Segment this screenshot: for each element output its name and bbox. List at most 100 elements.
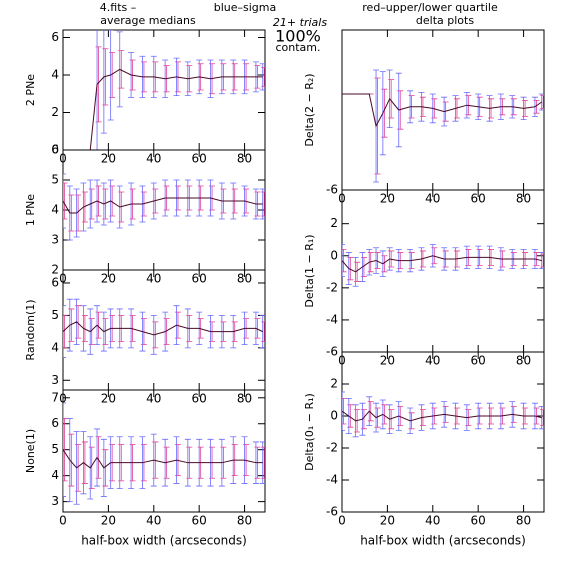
y-tick-label: 3 (51, 373, 59, 387)
y-tick-label: 0 (330, 248, 338, 262)
x-tick-label: 60 (192, 392, 207, 406)
x-tick-label: 20 (380, 514, 395, 528)
y-tick-label: 0 (51, 143, 59, 157)
median-line (63, 68, 263, 150)
quartile-error-bar (533, 100, 540, 114)
quartile-error-bar (360, 409, 367, 430)
y-tick-label: -6 (326, 345, 338, 359)
quartile-error-bar (261, 446, 265, 479)
quartile-error-bar (75, 444, 82, 492)
right-title: delta plots (416, 14, 474, 27)
plot-area (342, 69, 544, 183)
quartile-error-bar (354, 261, 361, 282)
quartile-error-bar (68, 308, 75, 342)
y-tick-label: 2 (330, 216, 338, 230)
quartile-error-bar (95, 185, 102, 217)
quartile-error-bar (261, 67, 265, 87)
quartile-error-bar (68, 433, 75, 487)
y-axis-label: Delta(2 − R₂) (303, 73, 316, 146)
y-tick-label: 0 (330, 409, 338, 423)
x-tick-label: 40 (425, 514, 440, 528)
quartile-error-bar (254, 318, 261, 339)
quartile-error-bar (374, 407, 381, 428)
x-tick-label: 40 (146, 392, 161, 406)
x-tick-label: 80 (516, 192, 531, 206)
plot-area (63, 173, 265, 241)
y-tick-label: -6 (326, 505, 338, 519)
x-tick-label: 40 (425, 192, 440, 206)
sigma-error-bar (342, 391, 345, 431)
x-tick-label: 60 (192, 272, 207, 286)
left-title: average medians (100, 14, 196, 27)
y-tick-label: 5 (51, 173, 59, 187)
x-tick-label: 0 (59, 514, 67, 528)
y-axis-label: None(1) (24, 429, 37, 473)
median-line (63, 321, 263, 336)
quartile-error-bar (109, 185, 116, 217)
contam-value: 100% (275, 27, 321, 46)
x-tick-label: 80 (516, 354, 531, 368)
y-tick-label: 7 (51, 390, 59, 404)
quartile-error-bar (261, 191, 265, 217)
panel: 0 20 40 60 80 3 4 5 6 7 None(1) half-box width (arc… (24, 389, 266, 548)
quartile-error-bar (540, 253, 544, 268)
quartile-error-bar (388, 79, 395, 119)
y-axis-label: 1 PNe (24, 194, 37, 226)
y-axis-label: 2 PNe (24, 74, 37, 106)
x-tick-label: 80 (237, 152, 252, 166)
contam-label: contam. (275, 41, 320, 54)
x-tick-label: 40 (146, 272, 161, 286)
panel: 0 20 40 60 80 2 3 4 5 6 1 PNe (24, 143, 266, 286)
y-tick-label: 2 (51, 263, 59, 277)
quartile-error-bar (81, 315, 88, 342)
trials-label: 21+ trials (273, 16, 327, 29)
y-axis-label: Delta(0₁ − R₁) (303, 393, 316, 471)
quartile-error-bar (81, 441, 88, 484)
y-axis-label: Random(1) (24, 299, 37, 360)
quartile-error-bar (367, 401, 374, 422)
x-tick-label: 40 (425, 354, 440, 368)
quartile-error-bar (261, 321, 265, 342)
plot-area (342, 244, 544, 287)
x-tick-label: 60 (192, 152, 207, 166)
quartile-error-bar (95, 46, 102, 123)
x-tick-label: 40 (146, 152, 161, 166)
y-tick-label: 4 (51, 468, 59, 482)
x-tick-label: 60 (471, 354, 486, 368)
x-tick-label: 20 (380, 354, 395, 368)
quartile-error-bar (88, 318, 95, 345)
x-tick-label: 60 (471, 192, 486, 206)
quartile-error-bar (540, 95, 544, 109)
median-line (342, 93, 543, 128)
median-line (342, 410, 542, 422)
quartile-error-bar (109, 52, 116, 98)
quartile-error-bar (63, 182, 68, 220)
x-tick-label: 80 (237, 272, 252, 286)
panel: 0 20 40 60 80 -6 -4 -2 0 2 Delta(0₁ − R₁) half-box … (303, 351, 545, 548)
quartile-error-bar (102, 188, 109, 220)
x-tick-label: 60 (471, 514, 486, 528)
y-tick-label: 6 (51, 143, 59, 157)
quartile-legend: red–upper/lower quartile (362, 1, 498, 14)
axes-frame (341, 351, 545, 513)
y-tick-label: 6 (51, 30, 59, 44)
quartile-error-bar (381, 255, 388, 273)
quartile-error-bar (81, 191, 88, 223)
x-tick-label: 20 (101, 152, 116, 166)
y-axis-label: Delta(1 − R₁) (303, 234, 316, 307)
sigma-error-bar (63, 173, 66, 229)
quartile-error-bar (347, 404, 354, 428)
quartile-error-bar (95, 311, 102, 339)
x-tick-label: 80 (237, 392, 252, 406)
y-tick-label: 4 (51, 68, 59, 82)
quartile-error-bar (342, 398, 347, 425)
quartile-error-bar (75, 305, 82, 339)
y-tick-label: -2 (326, 441, 338, 455)
quartile-error-bar (63, 315, 68, 349)
quartile-error-bar (118, 50, 125, 89)
x-tick-label: 80 (237, 514, 252, 528)
